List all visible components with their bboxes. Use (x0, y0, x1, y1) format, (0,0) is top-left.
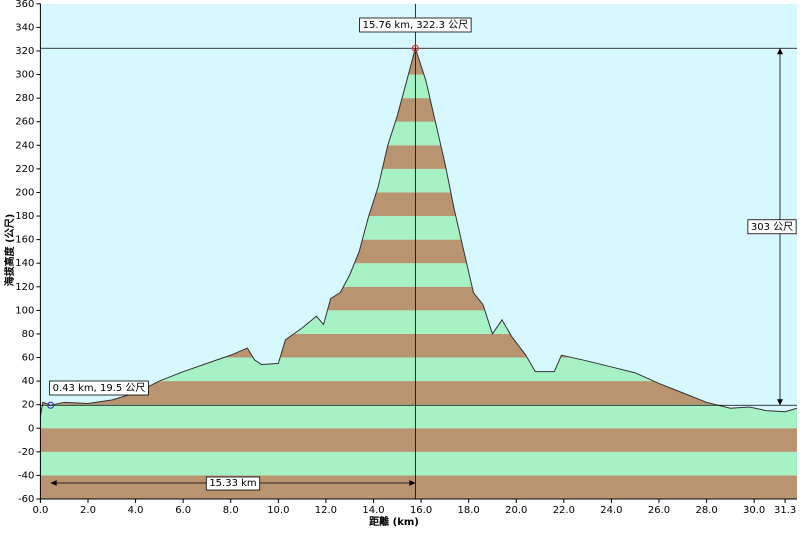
x-tick-label: 28.0 (695, 505, 717, 516)
marker-label-box (205, 476, 261, 491)
y-tick-label: 60 (22, 353, 35, 364)
y-tick-label: 40 (22, 376, 35, 387)
x-tick-label: 4.0 (128, 505, 144, 516)
y-tick-label: 180 (15, 211, 34, 222)
profile-line (39, 46, 798, 417)
x-tick-label: 30.0 (743, 505, 765, 516)
marker-label-text: 15.33 km (209, 478, 256, 489)
y-tick-label: -40 (18, 470, 34, 481)
x-axis-label: 距離 (km) (369, 515, 419, 528)
x-tick-label: 12.0 (315, 505, 337, 516)
x-tick-label: 31.3 (774, 505, 796, 516)
y-tick-label: 240 (15, 140, 34, 151)
y-tick-label: 200 (15, 187, 34, 198)
y-tick-label: 340 (15, 22, 34, 33)
elevation-band (40, 428, 797, 452)
y-tick-label: 260 (15, 117, 34, 128)
marker-label-box (747, 219, 797, 235)
x-tick-label: 22.0 (553, 505, 575, 516)
marker-label-text: 15.76 km, 322.3 公尺 (363, 19, 469, 31)
x-tick-label: 10.0 (267, 505, 289, 516)
y-tick-label: 300 (15, 70, 34, 81)
elevation-band (40, 404, 797, 429)
y-tick-label: 80 (22, 329, 35, 340)
marker-label-box (49, 380, 149, 396)
x-tick-label: 0.0 (32, 505, 48, 516)
y-tick-label: 220 (15, 164, 34, 175)
y-tick-label: 100 (15, 305, 34, 316)
marker-label-text: 303 公尺 (751, 221, 793, 233)
x-tick-label: 18.0 (458, 505, 480, 516)
y-tick-label: 0 (28, 423, 34, 434)
marker-label-box (359, 17, 472, 33)
elevation-band (40, 451, 797, 476)
x-tick-label: 6.0 (175, 505, 191, 516)
y-tick-label: -60 (18, 494, 34, 505)
x-tick-label: 8.0 (223, 505, 239, 516)
elevation-band (40, 381, 797, 405)
y-tick-label: 360 (15, 0, 34, 10)
x-tick-label: 2.0 (80, 505, 96, 516)
marker-label: 15.76 km, 322.3 公尺 (359, 17, 472, 33)
marker-label: 303 公尺 (747, 219, 797, 235)
marker-label: 15.33 km (205, 476, 261, 491)
y-axis-label: 海拔高度 (公尺) (3, 214, 16, 287)
y-tick-label: 140 (15, 258, 34, 269)
y-tick-label: 280 (15, 93, 34, 104)
x-tick-label: 14.0 (362, 505, 384, 516)
y-tick-label: 20 (22, 400, 35, 411)
x-tick-label: 20.0 (505, 505, 527, 516)
y-tick-label: -20 (18, 447, 34, 458)
point-marker (411, 44, 419, 52)
y-tick-label: 320 (15, 46, 34, 57)
y-tick-label: 160 (15, 235, 34, 246)
marker-label-text: 0.43 km, 19.5 公尺 (53, 382, 146, 394)
x-tick-label: 26.0 (648, 505, 670, 516)
elevation-band (40, 475, 797, 499)
x-tick-label: 24.0 (600, 505, 622, 516)
y-tick-label: 120 (15, 282, 34, 293)
marker-label: 0.43 km, 19.5 公尺 (49, 380, 149, 396)
x-tick-label: 16.0 (410, 505, 432, 516)
point-marker (47, 401, 55, 409)
